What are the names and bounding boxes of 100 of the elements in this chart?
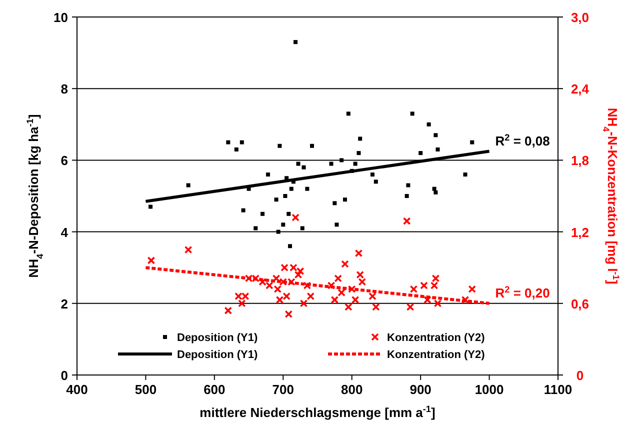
x-tick-label: 900 <box>410 382 432 397</box>
point <box>310 144 314 148</box>
x-tick-label: 800 <box>341 382 363 397</box>
point <box>434 133 438 138</box>
x-tick-label: 700 <box>272 382 294 397</box>
point <box>354 249 363 258</box>
y-tick-label: 4 <box>60 224 69 240</box>
point <box>241 208 246 212</box>
point <box>329 162 334 166</box>
y2-tick-label: 1,2 <box>570 224 590 240</box>
point <box>358 136 362 141</box>
point <box>294 270 302 279</box>
point <box>374 180 378 184</box>
point <box>300 226 304 230</box>
point <box>353 162 358 166</box>
point <box>303 282 312 290</box>
point <box>224 306 232 314</box>
point <box>238 300 246 308</box>
y2-tick-label: 0,6 <box>570 296 590 312</box>
point <box>356 270 364 279</box>
point <box>406 183 410 188</box>
point <box>372 303 380 311</box>
point <box>461 296 470 304</box>
point <box>147 256 156 264</box>
point <box>463 172 468 177</box>
point <box>234 147 238 152</box>
x-tick-label: 400 <box>66 382 88 397</box>
point <box>254 226 258 230</box>
point <box>370 172 374 177</box>
point <box>288 244 292 248</box>
point <box>266 172 270 177</box>
point <box>424 296 432 304</box>
point <box>350 168 354 173</box>
y-tick-label: 2 <box>60 296 68 312</box>
point <box>300 300 308 308</box>
y2-tick-label: 1,8 <box>570 153 590 168</box>
point <box>420 282 428 290</box>
point <box>410 112 414 116</box>
point <box>184 246 192 254</box>
point <box>226 140 230 144</box>
point <box>283 194 288 198</box>
point <box>436 147 440 152</box>
y2-tick-label: 0 <box>576 368 584 383</box>
point <box>358 278 366 286</box>
point <box>292 214 300 222</box>
point <box>434 190 438 194</box>
y-tick-label: 10 <box>54 10 68 25</box>
point <box>281 222 286 227</box>
point <box>351 296 360 304</box>
point <box>302 165 306 170</box>
point <box>342 198 347 202</box>
y2-tick-label: 2,4 <box>570 82 590 97</box>
point <box>432 186 436 191</box>
legend-label: Konzentration (Y2) <box>387 349 486 361</box>
point <box>330 296 339 304</box>
annotation: R$^{2}$ = 0,20 <box>495 284 550 300</box>
point <box>284 310 293 318</box>
point <box>434 300 442 308</box>
point <box>470 140 474 144</box>
point <box>406 303 414 311</box>
point <box>410 285 418 293</box>
point <box>305 186 310 191</box>
point <box>148 204 153 209</box>
point <box>426 122 431 126</box>
point <box>432 274 440 282</box>
y2-tick-label: 3,0 <box>570 10 590 25</box>
point <box>418 151 423 156</box>
point <box>340 158 344 162</box>
x-axis-title: mittlere Niederschlagsmenge [mm a$^{-1}$] <box>200 404 436 420</box>
point <box>346 112 350 116</box>
point <box>327 282 336 290</box>
point <box>186 183 190 188</box>
point <box>344 303 352 311</box>
point <box>274 285 282 293</box>
point <box>296 162 300 166</box>
point <box>430 282 438 290</box>
point <box>402 217 411 225</box>
point <box>306 292 315 300</box>
y-tick-label: 0 <box>60 368 68 383</box>
y-tick-label: 8 <box>60 82 68 97</box>
point <box>341 260 349 268</box>
legend-label: Deposition (Y1) <box>177 349 258 361</box>
point <box>284 176 289 180</box>
point <box>334 274 342 282</box>
x-tick-label: 600 <box>204 382 226 397</box>
x-tick-label: 1100 <box>544 382 572 397</box>
point <box>348 285 356 293</box>
x-tick-label: 1000 <box>474 382 504 397</box>
point <box>338 288 346 297</box>
point <box>276 230 280 234</box>
point <box>334 222 339 227</box>
point <box>289 186 294 191</box>
point <box>356 151 361 156</box>
point <box>260 212 265 216</box>
point <box>278 144 282 148</box>
annotation: R$^{2}$ = 0,08 <box>495 132 550 148</box>
x-tick-label: 500 <box>134 382 157 397</box>
point <box>286 212 291 216</box>
legend-label: Konzentration (Y2) <box>387 332 486 344</box>
point <box>274 198 278 202</box>
